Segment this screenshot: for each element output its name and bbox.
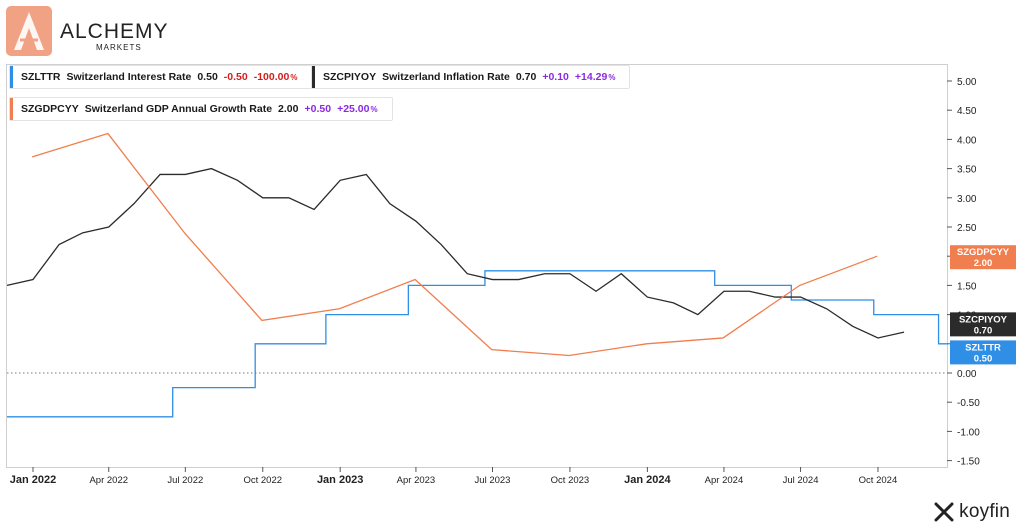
legend-name: Switzerland GDP Annual Growth Rate: [84, 103, 273, 115]
x-tick-label: Jul 2023: [475, 475, 511, 486]
x-tick-label: Oct 2022: [243, 475, 282, 486]
legend-item-szgdpcyy[interactable]: SZGDPCYY Switzerland GDP Annual Growth Ra…: [9, 97, 393, 121]
legend-pct: +14.29: [574, 71, 608, 83]
legend-pct-suffix: %: [608, 72, 616, 82]
legend-value: 2.00: [278, 103, 299, 115]
x-tick-label: Oct 2023: [551, 475, 590, 486]
legend-swatch: [10, 66, 13, 88]
end-label-value: 0.70: [974, 325, 993, 336]
y-tick-label: 0.00: [957, 369, 977, 380]
legend-swatch: [312, 66, 315, 88]
x-tick-label: Oct 2024: [859, 475, 898, 486]
end-label-ticker: SZGDPCYY: [957, 247, 1010, 258]
legend-pct-suffix: %: [290, 72, 298, 82]
legend-ticker: SZLTTR: [21, 71, 61, 83]
legend-pct: +25.00: [337, 103, 370, 115]
legend-change: +0.10: [542, 71, 569, 83]
series-line-szcpiyoy: [6, 167, 905, 339]
y-tick-label: -1.00: [957, 427, 980, 438]
x-tick-label: Apr 2022: [89, 475, 128, 486]
end-label-value: 2.00: [974, 258, 993, 269]
legend-pct: -100.00: [253, 71, 290, 83]
koyfin-logo: koyfin: [933, 501, 1010, 523]
end-label-ticker: SZCPIYOY: [959, 314, 1008, 325]
y-tick-label: -0.50: [957, 398, 980, 409]
chart-frame: [6, 64, 948, 468]
x-tick-label: Jan 2023: [317, 474, 363, 486]
x-tick-label: Jul 2024: [783, 475, 819, 486]
y-tick-label: 4.50: [957, 106, 977, 117]
series-line-szgdpcyy: [31, 132, 878, 357]
legend-change: +0.50: [304, 103, 332, 115]
y-tick-label: -1.50: [957, 457, 980, 468]
brand-name: ALCHEMY: [60, 20, 169, 43]
x-tick-label: Apr 2023: [397, 475, 436, 486]
x-tick-label: Jul 2022: [167, 475, 203, 486]
legend-name: Switzerland Interest Rate: [66, 71, 192, 83]
x-tick-label: Jan 2024: [624, 474, 671, 486]
koyfin-icon: [934, 502, 954, 522]
end-label-value: 0.50: [974, 353, 993, 364]
legend-item-szlttr[interactable]: SZLTTR Switzerland Interest Rate 0.50 -0.50…: [9, 65, 313, 89]
y-tick-label: 2.50: [957, 223, 977, 234]
legend-name: Switzerland Inflation Rate: [382, 71, 510, 83]
series-line-szlttr: [7, 270, 947, 418]
y-tick-label: 1.50: [957, 281, 977, 292]
x-tick-label: Jan 2022: [10, 474, 56, 486]
alchemy-markets-logo: ALCHEMY MARKETS: [6, 6, 186, 58]
koyfin-brand-text: koyfin: [959, 501, 1010, 522]
y-tick-label: 5.00: [957, 77, 977, 88]
legend-pct-suffix: %: [370, 104, 378, 114]
brand-subtitle: MARKETS: [96, 43, 142, 52]
y-tick-label: 3.00: [957, 194, 977, 205]
y-tick-label: 3.50: [957, 165, 977, 176]
legend-ticker: SZCPIYOY: [323, 71, 377, 83]
x-tick-label: Apr 2024: [705, 475, 744, 486]
y-axis: 5.004.504.003.503.002.502.001.501.000.50…: [947, 77, 980, 468]
legend-item-szcpiyoy[interactable]: SZCPIYOY Switzerland Inflation Rate 0.70 +0…: [311, 65, 631, 89]
legend-ticker: SZGDPCYY: [21, 103, 79, 115]
legend-change: -0.50: [223, 71, 248, 83]
y-tick-label: 4.00: [957, 135, 977, 146]
x-axis: Jan 2022 Apr 2022 Jul 2022 Oct 2022 Jan 2023…: [10, 467, 897, 486]
legend-value: 0.70: [515, 71, 537, 83]
legend-value: 0.50: [197, 71, 218, 83]
legend-swatch: [10, 98, 13, 120]
series-lines: [6, 132, 947, 418]
end-label-ticker: SZLTTR: [965, 342, 1001, 353]
